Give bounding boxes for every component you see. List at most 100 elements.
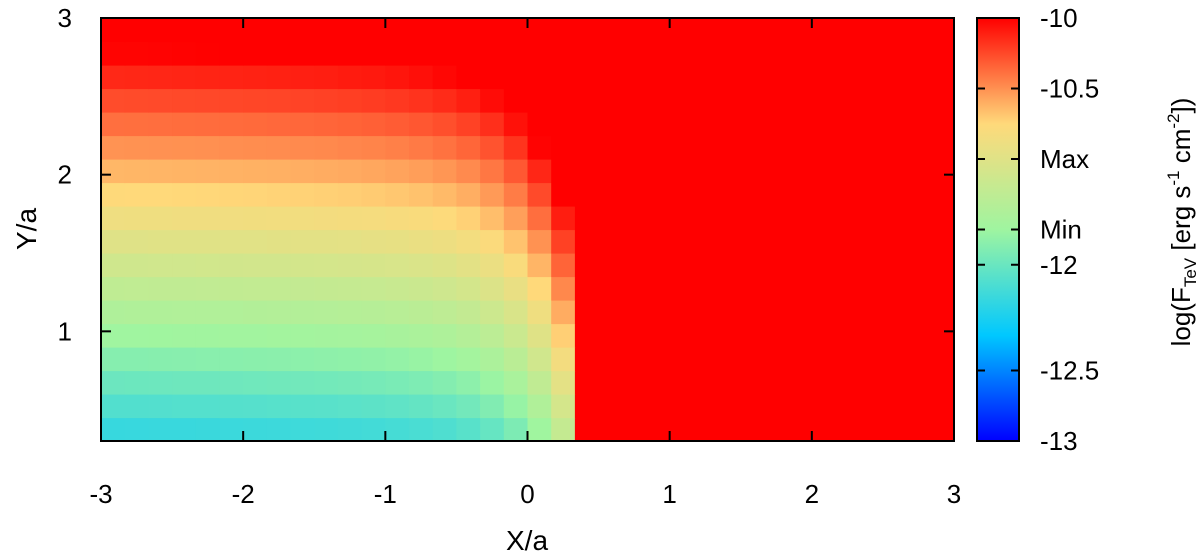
- heatmap-cell: [195, 88, 221, 113]
- heatmap-cell: [172, 112, 197, 137]
- heatmap-cell: [314, 229, 339, 254]
- heatmap-cell: [337, 253, 363, 278]
- heatmap-cell: [172, 370, 197, 395]
- heatmap-cell: [124, 182, 149, 207]
- heatmap-cell: [409, 253, 434, 278]
- heatmap-cell: [456, 253, 481, 278]
- heatmap-cell: [764, 300, 789, 325]
- heatmap-cell: [764, 394, 789, 419]
- heatmap-cell: [385, 370, 410, 395]
- heatmap-cell: [693, 347, 718, 372]
- heatmap-cell: [195, 300, 221, 325]
- heatmap-cell: [835, 182, 860, 207]
- heatmap-cell: [906, 394, 931, 419]
- heatmap-cell: [859, 276, 884, 301]
- heatmap-cell: [290, 394, 315, 419]
- heatmap-cell: [480, 88, 505, 113]
- heatmap-cell: [669, 394, 694, 419]
- heatmap-cell: [788, 276, 813, 301]
- heatmap-cell: [669, 206, 694, 231]
- heatmap-cell: [148, 88, 173, 113]
- heatmap-cell: [503, 65, 529, 90]
- heatmap-cell: [480, 394, 505, 419]
- heatmap-cell: [243, 18, 268, 43]
- heatmap-cell: [290, 417, 315, 442]
- heatmap-cell: [243, 41, 268, 66]
- heatmap-cell: [361, 65, 386, 90]
- heatmap-cell: [101, 135, 126, 160]
- heatmap-cell: [645, 18, 671, 43]
- heatmap-cell: [195, 347, 221, 372]
- heatmap-cell: [219, 18, 244, 43]
- heatmap-cell: [290, 206, 315, 231]
- heatmap-cell: [409, 276, 434, 301]
- heatmap-cell: [835, 41, 860, 66]
- heatmap-cell: [101, 206, 126, 231]
- heatmap-cell: [432, 394, 458, 419]
- heatmap-cell: [385, 88, 410, 113]
- colorbar-title-base: log(F: [1166, 287, 1196, 346]
- heatmap-cell: [432, 18, 458, 43]
- heatmap-cell: [456, 182, 481, 207]
- heatmap-cell: [148, 347, 173, 372]
- heatmap-cell: [266, 41, 292, 66]
- heatmap-cell: [645, 417, 671, 442]
- heatmap-cell: [314, 135, 339, 160]
- heatmap-cell: [219, 394, 244, 419]
- heatmap-cell: [409, 417, 434, 442]
- heatmap-cell: [598, 159, 623, 184]
- heatmap-cell: [480, 253, 505, 278]
- heatmap-cell: [740, 18, 766, 43]
- heatmap-cell: [906, 229, 931, 254]
- heatmap-cell: [930, 159, 955, 184]
- heatmap-cell: [788, 323, 813, 348]
- heatmap-cell: [290, 276, 315, 301]
- heatmap-cell: [740, 182, 766, 207]
- heatmap-cell: [764, 276, 789, 301]
- heatmap-cell: [645, 41, 671, 66]
- heatmap-cell: [551, 323, 576, 348]
- heatmap-cell: [385, 417, 410, 442]
- heatmap-cell: [835, 347, 860, 372]
- heatmap-cell: [835, 135, 860, 160]
- y-axis-title: Y/a: [11, 208, 42, 250]
- heatmap-cell: [574, 18, 600, 43]
- heatmap-cell: [314, 41, 339, 66]
- heatmap-cell: [740, 253, 766, 278]
- heatmap-cell: [882, 417, 908, 442]
- heatmap-cell: [503, 18, 529, 43]
- heatmap-cell: [195, 112, 221, 137]
- heatmap-cell: [811, 182, 837, 207]
- heatmap-cell: [598, 253, 623, 278]
- heatmap-cell: [337, 112, 363, 137]
- heatmap-cell: [361, 229, 386, 254]
- heatmap-cell: [432, 300, 458, 325]
- heatmap-cell: [598, 417, 623, 442]
- heatmap-cell: [669, 135, 694, 160]
- heatmap-cell: [906, 88, 931, 113]
- heatmap-cell: [859, 65, 884, 90]
- heatmap-cell: [574, 417, 600, 442]
- heatmap-cell: [717, 112, 742, 137]
- heatmap-cell: [337, 182, 363, 207]
- heatmap-cell: [148, 41, 173, 66]
- heatmap-cell: [385, 41, 410, 66]
- heatmap-cell: [409, 88, 434, 113]
- heatmap-cell: [835, 18, 860, 43]
- heatmap-cell: [859, 18, 884, 43]
- heatmap-cell: [266, 253, 292, 278]
- heatmap-cell: [717, 370, 742, 395]
- heatmap-cell: [859, 206, 884, 231]
- heatmap-cell: [882, 112, 908, 137]
- heatmap-cell: [527, 323, 552, 348]
- heatmap-cell: [882, 229, 908, 254]
- heatmap-cell: [693, 159, 718, 184]
- heatmap-cell: [906, 112, 931, 137]
- heatmap-cell: [574, 88, 600, 113]
- heatmap-cell: [764, 41, 789, 66]
- heatmap-cell: [195, 229, 221, 254]
- heatmap-cell: [882, 41, 908, 66]
- heatmap-cell: [385, 206, 410, 231]
- heatmap-cell: [385, 300, 410, 325]
- x-tick-label: 2: [805, 479, 819, 509]
